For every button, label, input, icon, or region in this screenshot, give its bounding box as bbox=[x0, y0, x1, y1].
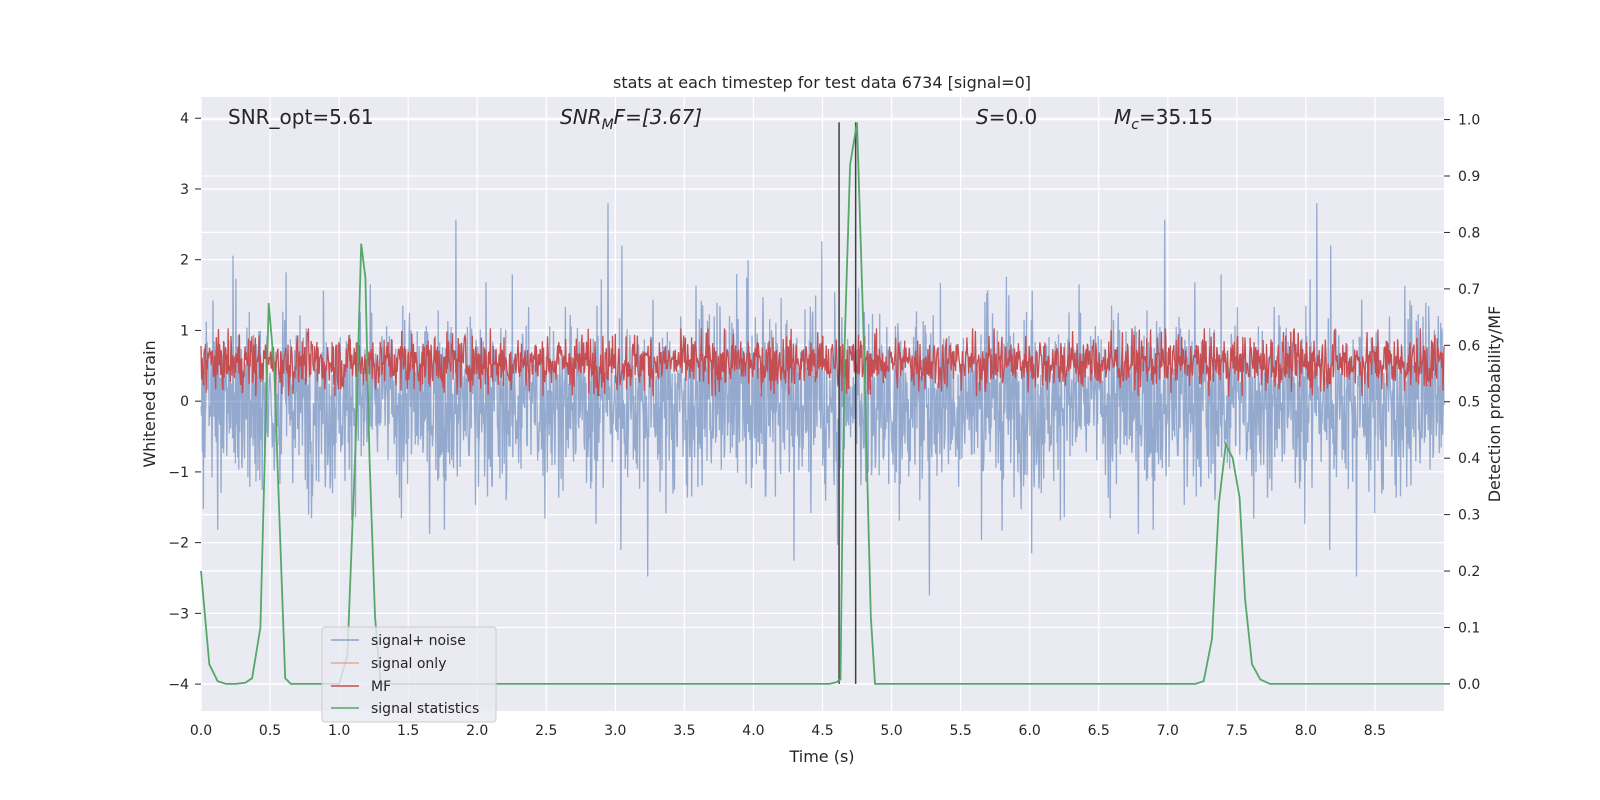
annotation-snr-mf-rest: F=[3.67] bbox=[614, 105, 702, 129]
legend-label-signal-noise: signal+ noise bbox=[371, 633, 466, 649]
legend-label-signal-only: signal only bbox=[371, 656, 446, 672]
x-tick-label: 8.0 bbox=[1295, 723, 1317, 739]
mf-line bbox=[200, 327, 1445, 397]
annotation-mc-sub: c bbox=[1131, 117, 1139, 133]
x-tick-label: 3.5 bbox=[673, 723, 695, 739]
right-y-tick-label: 0.6 bbox=[1458, 338, 1480, 354]
annotation-mc: Mc=35.15 bbox=[1114, 105, 1213, 133]
x-tick-label: 7.5 bbox=[1226, 723, 1248, 739]
x-tick-label: 0.5 bbox=[259, 723, 281, 739]
x-tick-label: 1.0 bbox=[328, 723, 350, 739]
x-tick-label: 2.5 bbox=[535, 723, 557, 739]
left-y-tick-label: −3 bbox=[168, 606, 189, 622]
annotation-s: S=0.0 bbox=[976, 105, 1037, 129]
left-y-tick-label: −1 bbox=[168, 465, 189, 481]
annotation-snr-mf-base: SNR bbox=[560, 105, 602, 129]
x-tick-label: 8.5 bbox=[1364, 723, 1386, 739]
right-y-tick-label: 0.2 bbox=[1458, 564, 1480, 580]
annotation-mc-base: M bbox=[1114, 105, 1131, 129]
x-tick-label: 4.0 bbox=[742, 723, 764, 739]
x-tick-label: 5.5 bbox=[949, 723, 971, 739]
chart-title: stats at each timestep for test data 673… bbox=[613, 73, 1031, 92]
x-tick-label: 4.5 bbox=[811, 723, 833, 739]
x-tick-label: 3.0 bbox=[604, 723, 626, 739]
right-y-tick-label: 0.5 bbox=[1458, 395, 1480, 411]
right-y-tick-label: 0.8 bbox=[1458, 225, 1480, 241]
x-tick-label: 2.0 bbox=[466, 723, 488, 739]
left-y-tick-label: 0 bbox=[180, 394, 189, 410]
left-y-tick-label: 4 bbox=[180, 111, 189, 127]
left-y-tick-labels: 4 3 2 1 0 −1 −2 −3 −4 bbox=[168, 111, 201, 693]
annotation-snr-mf-sub: M bbox=[602, 117, 614, 133]
right-y-tick-label: 0.4 bbox=[1458, 451, 1480, 467]
x-tick-label: 6.0 bbox=[1019, 723, 1041, 739]
x-axis-label: Time (s) bbox=[788, 747, 854, 766]
right-y-tick-label: 0.3 bbox=[1458, 508, 1480, 524]
legend-label-mf: MF bbox=[371, 679, 391, 695]
annotation-s-rest: =0.0 bbox=[989, 105, 1038, 129]
series-mf bbox=[200, 327, 1445, 397]
legend: signal+ noise signal only MF signal stat… bbox=[321, 626, 497, 723]
x-tick-labels: 0.0 0.5 1.0 1.5 2.0 2.5 3.0 3.5 4.0 4.5 5.0 5.5 6.0 6… bbox=[190, 723, 1386, 739]
signal-statistics-line bbox=[200, 122, 1444, 685]
annotation-snr-opt: SNR_opt=5.61 bbox=[228, 105, 374, 129]
left-y-tick-label: 1 bbox=[180, 323, 189, 339]
annotation-mc-rest: =35.15 bbox=[1139, 105, 1213, 129]
x-tick-label: 0.0 bbox=[190, 723, 212, 739]
annotation-s-var: S bbox=[976, 105, 989, 129]
right-y-tick-label: 1.0 bbox=[1458, 113, 1480, 129]
right-y-tick-label: 0.7 bbox=[1458, 282, 1480, 298]
left-y-tick-label: 3 bbox=[180, 182, 189, 198]
x-tick-label: 5.0 bbox=[880, 723, 902, 739]
right-y-tick-label: 0.1 bbox=[1458, 620, 1480, 636]
right-y-axis-label: Detection probability/MF bbox=[1485, 306, 1504, 503]
annotation-snr-mf: SNRMF=[3.67] bbox=[560, 105, 702, 133]
legend-label-signal-statistics: signal statistics bbox=[371, 701, 479, 717]
x-tick-label: 7.0 bbox=[1157, 723, 1179, 739]
left-y-tick-label: −4 bbox=[168, 677, 189, 693]
vertical-markers bbox=[838, 122, 857, 684]
left-y-axis-label: Whitened strain bbox=[140, 340, 159, 467]
left-y-tick-label: −2 bbox=[168, 536, 189, 552]
left-y-tick-label: 2 bbox=[180, 253, 189, 269]
series-signal-statistics bbox=[200, 122, 1444, 685]
x-tick-label: 1.5 bbox=[397, 723, 419, 739]
legend-box bbox=[321, 626, 497, 723]
right-y-tick-label: 0.9 bbox=[1458, 169, 1480, 185]
x-tick-label: 6.5 bbox=[1088, 723, 1110, 739]
right-y-tick-labels: 1.0 0.9 0.8 0.7 0.6 0.5 0.4 0.3 0.2 0.1 0.0 bbox=[1444, 113, 1480, 693]
right-y-tick-label: 0.0 bbox=[1458, 677, 1480, 693]
